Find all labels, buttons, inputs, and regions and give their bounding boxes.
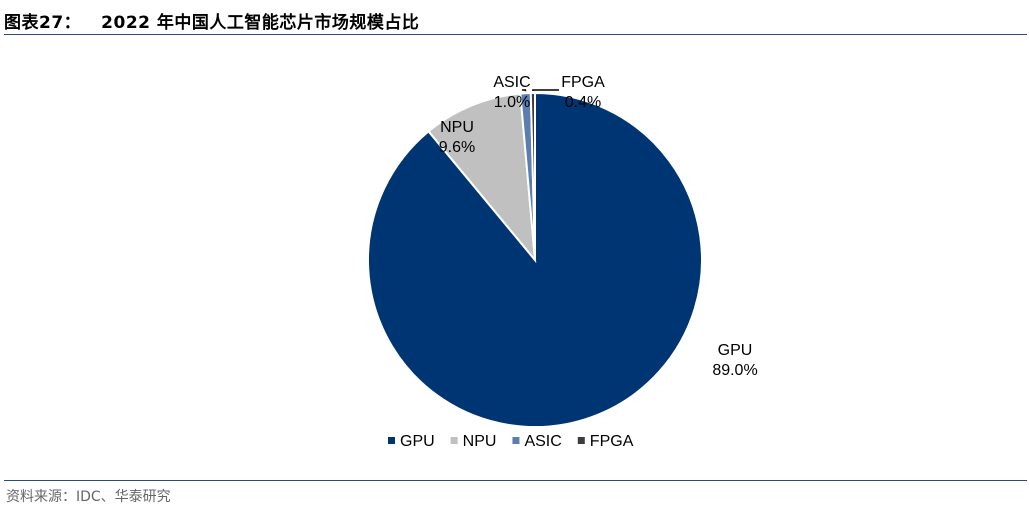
- pie-slices: [367, 91, 703, 428]
- footer-divider: [4, 480, 1027, 481]
- chart-title: 图表27： 2022 年中国人工智能芯片市场规模占比: [4, 8, 419, 33]
- legend-label-fpga: FPGA: [590, 433, 634, 450]
- data-label-category-gpu: GPU: [718, 342, 753, 359]
- pie-slice-fpga: [529, 91, 536, 261]
- legend-label-asic: ASIC: [524, 433, 561, 450]
- data-label-category-npu: NPU: [440, 119, 474, 136]
- legend-label-npu: NPU: [463, 433, 497, 450]
- legend: GPU NPU ASIC FPGA: [388, 433, 634, 450]
- leader-line-fpga: [532, 89, 559, 91]
- data-label-value-gpu: 89.0%: [712, 362, 757, 379]
- data-label-category-asic: ASIC: [493, 74, 530, 91]
- data-label-value-npu: 9.6%: [439, 139, 475, 156]
- data-labels: GPU 89.0% NPU 9.6% ASIC 1.0% FPGA 0.4%: [439, 74, 758, 379]
- leader-lines: [522, 89, 559, 92]
- legend-swatch-asic: [512, 437, 520, 444]
- leader-line-asic: [522, 89, 527, 92]
- source-note: 资料来源：IDC、华泰研究: [6, 489, 171, 505]
- data-label-value-fpga: 0.4%: [565, 94, 601, 111]
- legend-swatch-fpga: [577, 437, 585, 444]
- legend-swatch-gpu: [388, 437, 395, 444]
- figure-label: 图表27：: [4, 13, 82, 33]
- data-label-category-fpga: FPGA: [561, 74, 605, 91]
- legend-swatch-npu: [450, 437, 458, 444]
- title-divider: [4, 34, 1027, 35]
- legend-label-gpu: GPU: [400, 433, 435, 450]
- pie-slice-npu: [427, 92, 537, 264]
- figure-title: 2022 年中国人工智能芯片市场规模占比: [101, 13, 420, 33]
- data-label-value-asic: 1.0%: [494, 94, 530, 111]
